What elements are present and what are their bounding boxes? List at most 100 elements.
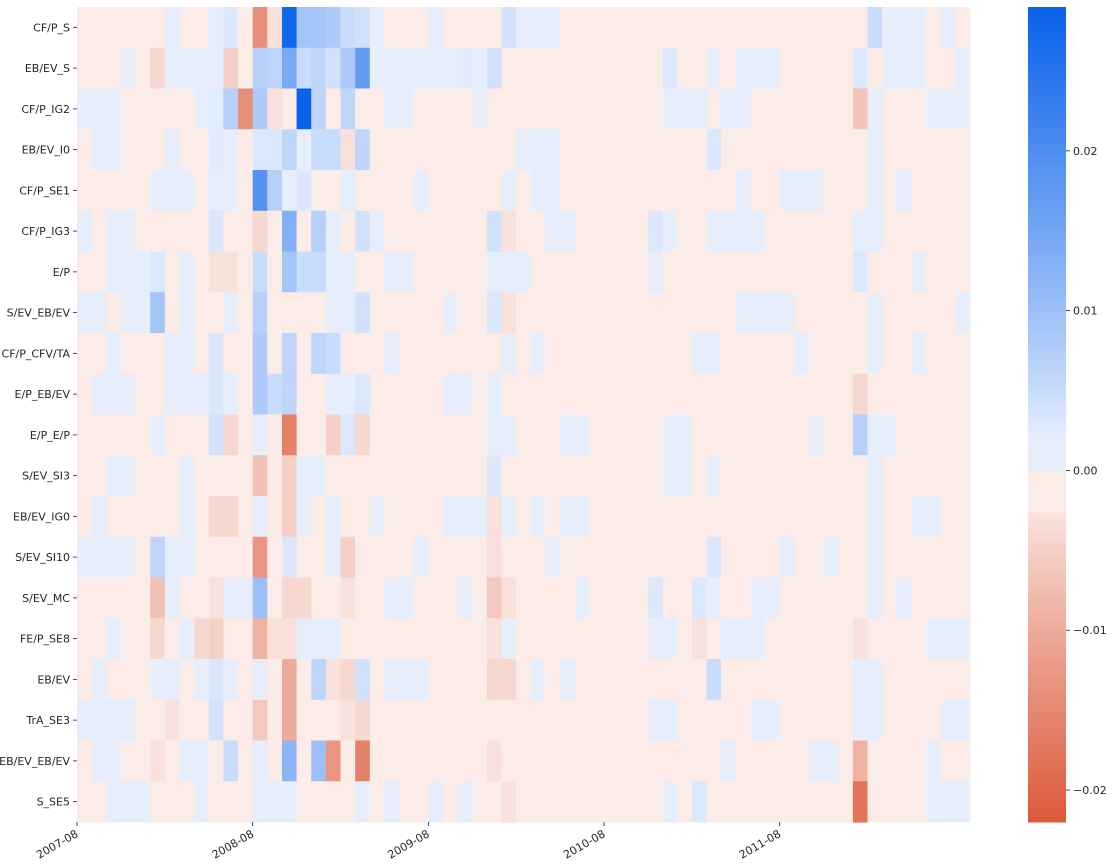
colorbar-segment: [1028, 84, 1066, 89]
heatmap-cell: [647, 618, 664, 660]
heatmap-cell: [194, 740, 210, 782]
colorbar: 0.02 0.01 0.00 −0.01 −0.02: [1028, 7, 1107, 823]
heatmap-cell: [91, 292, 107, 334]
heatmap-cell: [223, 414, 239, 456]
heatmap-cell: [223, 536, 239, 579]
heatmap-cell: [106, 496, 122, 538]
heatmap-cell: [501, 292, 517, 334]
y-tick-label: EB/EV_EB/EV: [0, 755, 70, 768]
heatmap-cell: [867, 88, 883, 130]
heatmap-cell: [472, 536, 488, 579]
heatmap-cell: [267, 496, 283, 538]
heatmap-cell: [252, 129, 268, 171]
heatmap-cell: [179, 129, 195, 171]
heatmap-cell: [838, 292, 854, 334]
heatmap-cell: [808, 47, 825, 90]
heatmap-cell: [604, 210, 620, 253]
colorbar-segment: [1028, 206, 1066, 212]
heatmap-cell: [926, 210, 942, 253]
heatmap-cell: [618, 781, 634, 823]
heatmap-cell: [896, 618, 913, 660]
colorbar-tick-label: 0.02: [1073, 145, 1098, 158]
heatmap-cell: [179, 47, 195, 90]
heatmap-cell: [399, 740, 415, 782]
colorbar-segment: [1028, 789, 1066, 794]
heatmap-cell: [940, 47, 956, 90]
heatmap-cell: [106, 577, 122, 619]
heatmap-cell: [662, 455, 678, 497]
heatmap-cell: [633, 129, 649, 171]
heatmap-cell: [340, 333, 356, 375]
heatmap-cell: [589, 333, 605, 375]
heatmap-cell: [369, 740, 386, 782]
heatmap-cell: [823, 129, 839, 171]
heatmap-cell: [413, 455, 429, 497]
heatmap-cell: [662, 659, 678, 701]
heatmap-cell: [560, 618, 576, 660]
heatmap-cell: [882, 618, 898, 660]
heatmap-cell: [794, 373, 810, 416]
heatmap-cell: [135, 414, 151, 456]
heatmap-cell: [91, 577, 107, 619]
heatmap-cell: [486, 455, 503, 497]
heatmap-cell: [735, 659, 752, 701]
heatmap-cell: [647, 373, 664, 416]
colorbar-segment: [1028, 548, 1066, 554]
heatmap-cell: [618, 333, 634, 375]
heatmap-cell: [91, 414, 107, 456]
heatmap-cell: [340, 496, 356, 538]
heatmap-cell: [413, 170, 429, 212]
heatmap-cell: [794, 455, 810, 497]
heatmap-cell: [296, 7, 312, 49]
heatmap-cell: [223, 47, 239, 90]
heatmap-cell: [369, 659, 386, 701]
heatmap-cell: [838, 333, 854, 375]
heatmap-cell: [574, 740, 590, 782]
heatmap-cell: [486, 659, 503, 701]
heatmap-cell: [604, 536, 620, 579]
heatmap-cell: [955, 577, 971, 619]
heatmap-cell: [647, 496, 664, 538]
heatmap-cell: [179, 618, 195, 660]
heatmap-cell: [238, 210, 254, 253]
heatmap-cell: [750, 333, 766, 375]
colorbar-segment: [1028, 129, 1066, 134]
heatmap-cell: [428, 496, 444, 538]
heatmap-cell: [194, 47, 210, 90]
heatmap-cell: [472, 373, 488, 416]
heatmap-cell: [896, 659, 913, 701]
heatmap-cell: [852, 292, 869, 334]
heatmap-cell: [238, 414, 254, 456]
heatmap-cell: [677, 129, 693, 171]
colorbar-segment: [1028, 125, 1066, 130]
y-tick-label: EB/EV: [37, 673, 70, 686]
colorbar-segment: [1028, 198, 1066, 204]
heatmap-cell: [867, 618, 883, 660]
heatmap-cell: [413, 7, 429, 49]
heatmap-cell: [355, 577, 371, 619]
heatmap-cell: [472, 333, 488, 375]
heatmap-cell: [852, 536, 869, 579]
heatmap-cell: [267, 781, 283, 823]
heatmap-cell: [838, 618, 854, 660]
heatmap-cell: [238, 781, 254, 823]
heatmap-cell: [486, 699, 503, 742]
heatmap-cell: [501, 699, 517, 742]
heatmap-cell: [838, 414, 854, 456]
heatmap-cell: [662, 7, 678, 49]
heatmap-cell: [91, 455, 107, 497]
heatmap-cell: [355, 292, 371, 334]
heatmap-cell: [135, 47, 151, 90]
heatmap-cell: [77, 699, 93, 742]
heatmap-cell: [574, 496, 590, 538]
heatmap-cell: [662, 210, 678, 253]
heatmap-cell: [399, 699, 415, 742]
heatmap-cell: [501, 781, 517, 823]
heatmap-cell: [604, 414, 620, 456]
heatmap-cell: [106, 373, 122, 416]
heatmap-cell: [267, 618, 283, 660]
heatmap-cell: [618, 7, 634, 49]
heatmap-cell: [808, 414, 825, 456]
heatmap-cell: [267, 129, 283, 171]
y-tick-label: CF/P_SE1: [19, 184, 70, 197]
